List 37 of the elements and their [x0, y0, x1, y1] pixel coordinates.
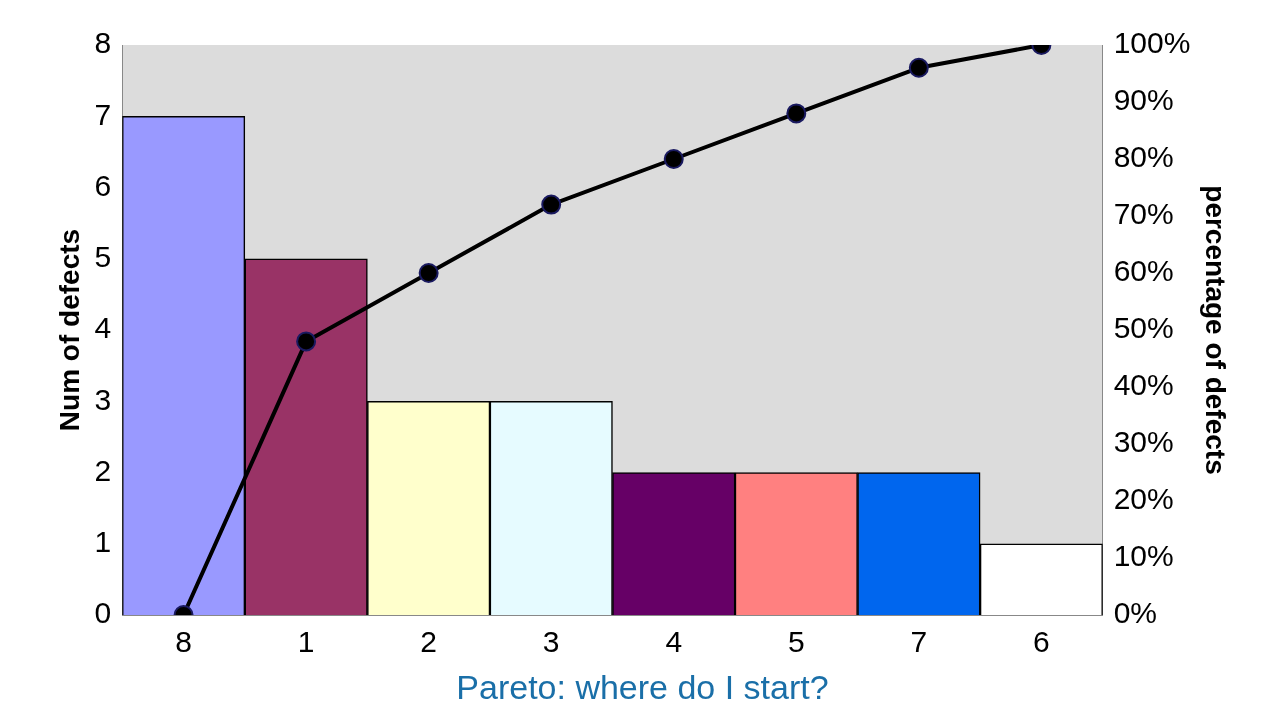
- y2-tick-label: 10%: [1113, 539, 1174, 573]
- x-tick-label: 1: [297, 625, 315, 659]
- y2-tick-label: 80%: [1113, 140, 1174, 174]
- y-tick-label: 1: [94, 525, 112, 559]
- x-tick-label: 4: [665, 625, 683, 659]
- point: [296, 331, 317, 352]
- y-tick-label: 7: [94, 97, 112, 131]
- y-tick-label: 3: [94, 382, 112, 416]
- x-tick-label: 2: [420, 625, 437, 659]
- y-tick-label: 5: [94, 240, 112, 274]
- y2-tick-label: 100%: [1113, 26, 1191, 60]
- y-tick-label: 4: [94, 311, 112, 345]
- y2-tick-label: 40%: [1113, 368, 1174, 402]
- y2-tick-label: 50%: [1113, 311, 1174, 345]
- y2-tick-label: 30%: [1113, 425, 1174, 459]
- y2-tick-label: 20%: [1113, 482, 1174, 516]
- x-tick-label: 8: [175, 625, 192, 659]
- point: [541, 194, 562, 215]
- y-tick-label: 6: [94, 168, 112, 202]
- y-tick-label: 2: [94, 453, 112, 487]
- x-tick-label: 5: [787, 625, 805, 659]
- x-tick-label: 6: [1033, 625, 1050, 659]
- y2-tick-label: 0%: [1113, 596, 1158, 630]
- y2-tick-label: 60%: [1113, 254, 1174, 288]
- x-tick-label: 7: [910, 625, 928, 659]
- text: Pareto: where do I start?: [455, 668, 830, 707]
- y2-axis-title: percentage of defects: [1200, 185, 1232, 475]
- y2-tick-label: 70%: [1113, 197, 1174, 231]
- y2-tick-label: 90%: [1113, 83, 1174, 117]
- point: [418, 263, 439, 283]
- point: [908, 57, 929, 78]
- x-tick-label: 3: [542, 625, 560, 659]
- y-tick-label: 0: [94, 596, 112, 630]
- point: [663, 149, 684, 169]
- y-axis-title: Num of defects: [53, 228, 85, 432]
- y-tick-label: 8: [94, 26, 112, 60]
- point: [786, 103, 807, 124]
